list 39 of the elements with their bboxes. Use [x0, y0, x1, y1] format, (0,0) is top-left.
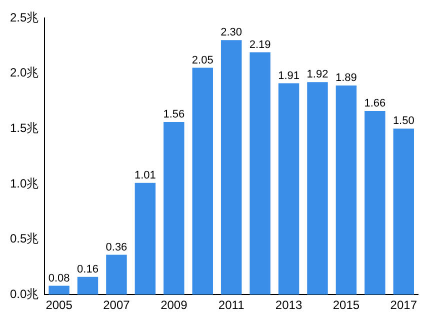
y-tick-label: 0.0兆 — [10, 286, 39, 301]
x-tick-label: 2015 — [332, 298, 360, 312]
x-tick-label: 2017 — [390, 298, 418, 312]
bar — [134, 182, 156, 295]
x-tick-label: 2005 — [46, 298, 73, 312]
bar — [278, 83, 300, 295]
y-tick-label: 2.5兆 — [10, 10, 39, 24]
y-tick-label: 2.0兆 — [10, 66, 39, 80]
x-tick-label: 2013 — [275, 298, 302, 312]
x-tick-label: 2007 — [103, 298, 130, 312]
data-label: 2.30 — [220, 26, 242, 39]
data-label: 1.89 — [335, 72, 357, 84]
data-label: 1.50 — [392, 115, 414, 128]
y-tick-label: 0.5兆 — [10, 232, 39, 246]
bar — [364, 110, 386, 295]
y-tick-label: 1.5兆 — [10, 120, 39, 135]
bar — [164, 122, 184, 295]
data-label: 0.36 — [106, 241, 128, 254]
data-label: 0.08 — [48, 272, 70, 284]
bar — [307, 82, 328, 295]
data-label: 1.56 — [163, 108, 185, 121]
bar — [250, 52, 270, 295]
bar — [77, 276, 98, 295]
data-label: 1.91 — [278, 70, 300, 82]
bar — [48, 286, 70, 295]
data-label: 1.01 — [134, 169, 156, 182]
y-tick-label: 1.0兆 — [10, 176, 39, 190]
bar — [106, 254, 127, 295]
data-label: 2.05 — [192, 54, 214, 66]
data-label: 0.16 — [77, 263, 98, 276]
bar — [192, 68, 213, 295]
data-label: 1.66 — [364, 97, 386, 110]
bar — [336, 85, 357, 295]
bar — [220, 40, 242, 295]
x-tick-label: 2009 — [160, 298, 188, 312]
x-tick-label: 2011 — [218, 298, 245, 312]
data-label: 1.92 — [306, 68, 328, 81]
data-label: 2.19 — [249, 38, 271, 51]
bar — [393, 128, 414, 295]
